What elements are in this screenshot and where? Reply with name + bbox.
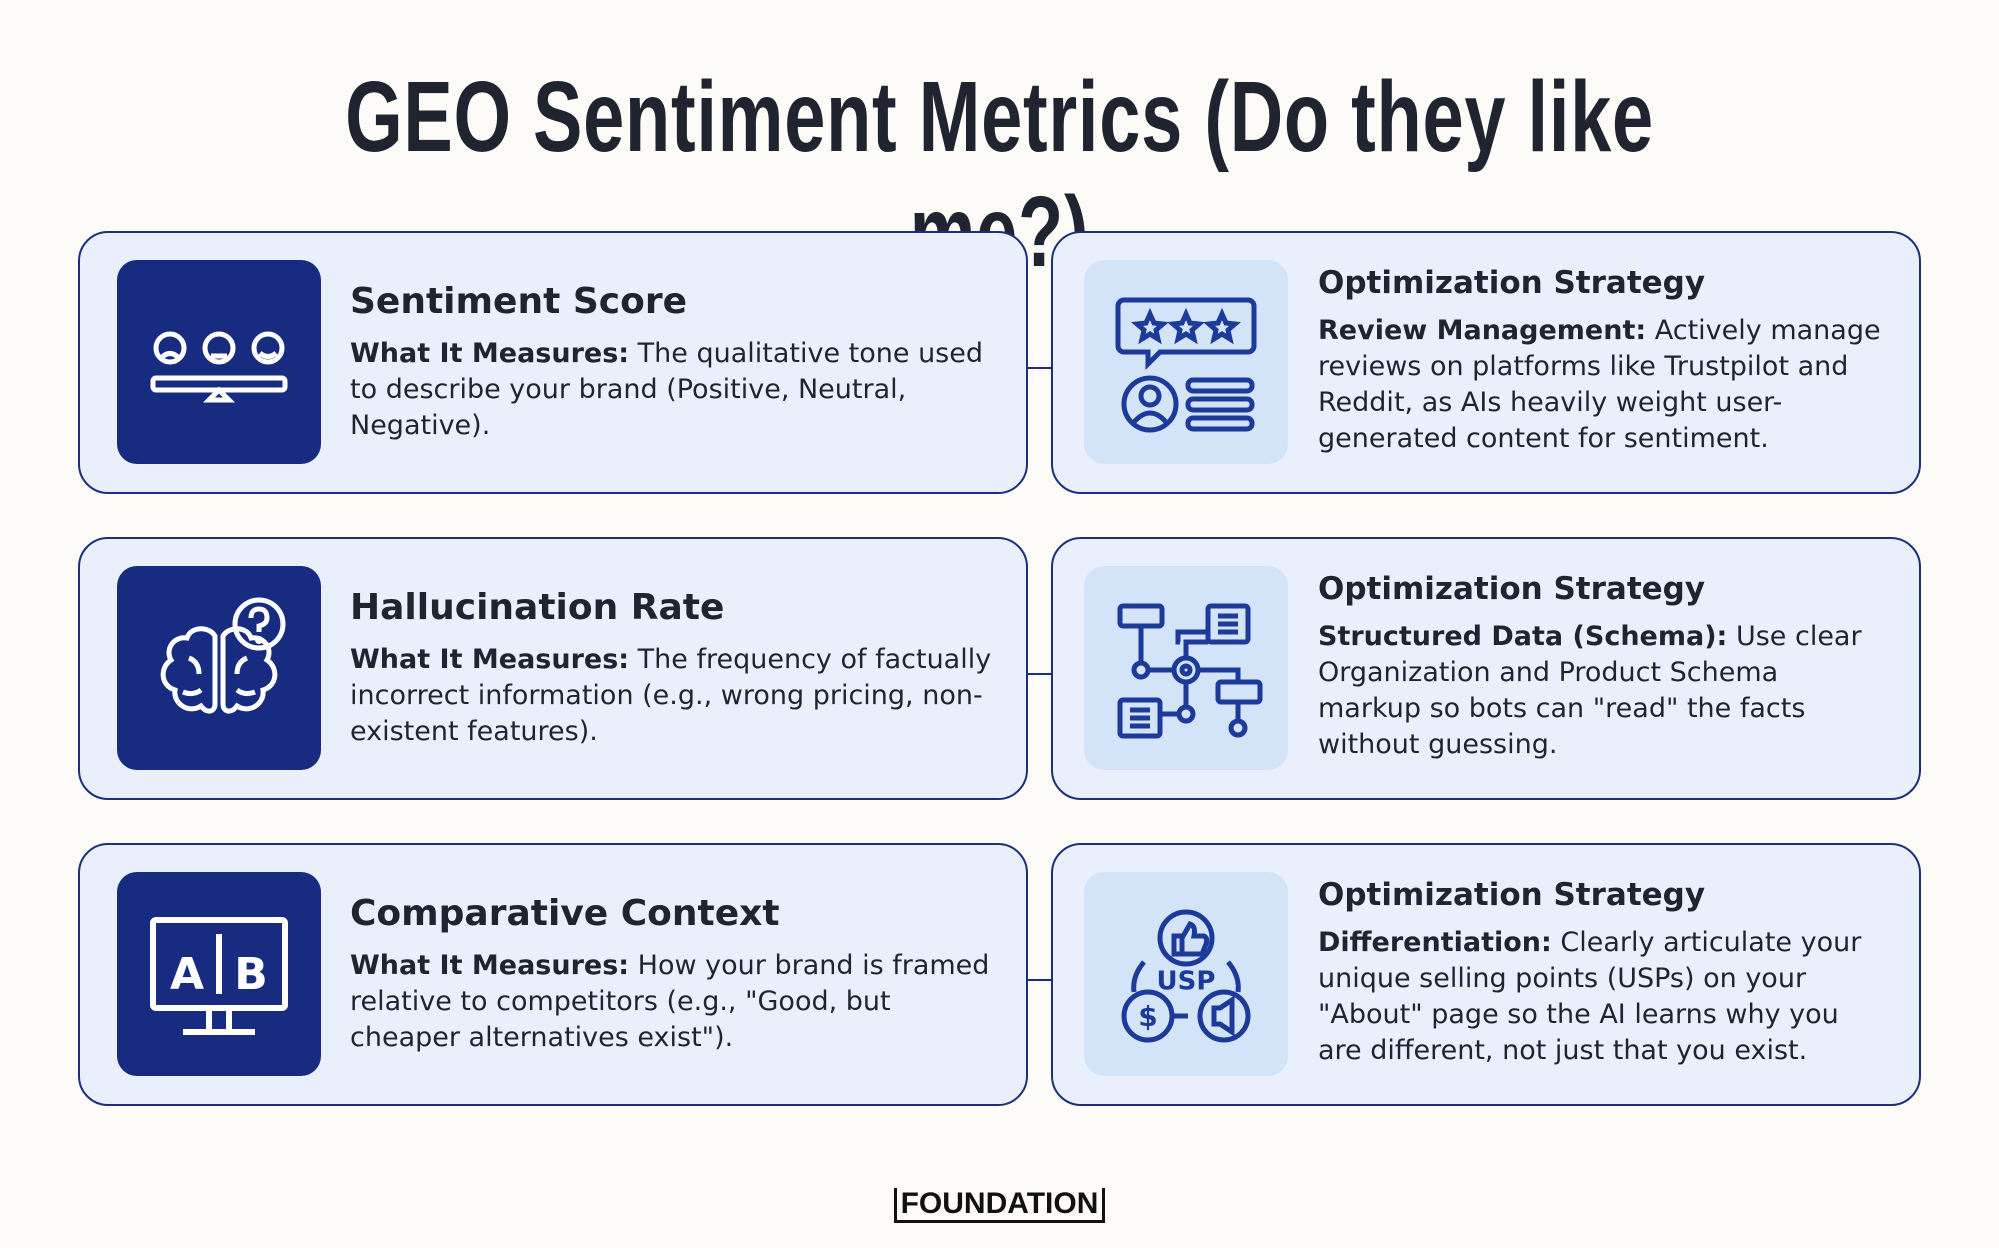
usp-icon: USP $: [1121, 909, 1251, 1043]
footer: FOUNDATION: [0, 1188, 1999, 1223]
icon: [117, 566, 321, 770]
description: How your brand is framed relative to com…: [350, 950, 990, 1053]
icon-label: USP: [1157, 967, 1216, 997]
metric-text: What It Measures: How your brand is fram…: [350, 948, 996, 1056]
label: Structured Data (Schema):: [1318, 621, 1728, 652]
label: What It Measures:: [350, 644, 630, 675]
icon: USP $: [1084, 872, 1288, 1076]
icon: [1084, 260, 1288, 464]
label: What It Measures:: [350, 950, 630, 981]
icon-label: $: [1138, 1000, 1157, 1033]
icon: [117, 260, 321, 464]
icon: [1084, 566, 1288, 770]
sentiment-icon: [150, 331, 288, 403]
metric-card: Hallucination Rate What It Measures: The…: [78, 537, 1028, 800]
description: Clearly articulate your unique selling p…: [1318, 927, 1862, 1066]
ab-test-icon: A B: [150, 917, 288, 1035]
strategy-card: USP $ Optimization Strategy Differentiat…: [1051, 843, 1921, 1106]
strategy-text: Structured Data (Schema): Use clear Orga…: [1318, 619, 1889, 763]
strategy-text: Review Management: Actively manage revie…: [1318, 313, 1889, 457]
label: Differentiation:: [1318, 927, 1552, 958]
icon: A B: [117, 872, 321, 1076]
icon-label: A: [170, 949, 204, 1000]
connector: [1028, 979, 1051, 981]
label: What It Measures:: [350, 338, 630, 369]
description: The frequency of factually incorrect inf…: [350, 644, 992, 747]
logo: FOUNDATION: [893, 1188, 1106, 1223]
connector: [1028, 673, 1051, 675]
strategy-heading: Optimization Strategy: [1318, 877, 1706, 913]
metric-text: What It Measures: The frequency of factu…: [350, 642, 996, 750]
metric-card: A B Comparative Context What It Measures…: [78, 843, 1028, 1106]
strategy-card: Optimization Strategy Structured Data (S…: [1051, 537, 1921, 800]
icon-label: B: [234, 949, 268, 1000]
description: Use clear Organization and Product Schem…: [1318, 621, 1862, 760]
metric-heading: Sentiment Score: [350, 281, 687, 322]
metric-heading: Hallucination Rate: [350, 587, 725, 628]
review-icon: [1115, 297, 1257, 433]
metric-heading: Comparative Context: [350, 893, 780, 934]
connector: [1028, 367, 1051, 369]
metric-text: What It Measures: The qualitative tone u…: [350, 336, 996, 444]
schema-icon: [1117, 603, 1263, 739]
label: Review Management:: [1318, 315, 1647, 346]
strategy-heading: Optimization Strategy: [1318, 265, 1706, 301]
description: Actively manage reviews on platforms lik…: [1318, 315, 1881, 454]
strategy-card: Optimization Strategy Review Management:…: [1051, 231, 1921, 494]
strategy-text: Differentiation: Clearly articulate your…: [1318, 925, 1889, 1069]
strategy-heading: Optimization Strategy: [1318, 571, 1706, 607]
brain-icon: [160, 597, 286, 714]
description: The qualitative tone used to describe yo…: [350, 338, 984, 441]
metric-card: Sentiment Score What It Measures: The qu…: [78, 231, 1028, 494]
